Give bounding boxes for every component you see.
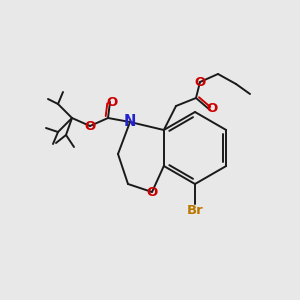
- Text: O: O: [146, 185, 158, 199]
- Text: O: O: [84, 119, 96, 133]
- Text: N: N: [124, 115, 136, 130]
- Text: O: O: [194, 76, 206, 88]
- Text: O: O: [206, 103, 218, 116]
- Text: Br: Br: [187, 203, 203, 217]
- Text: O: O: [106, 95, 118, 109]
